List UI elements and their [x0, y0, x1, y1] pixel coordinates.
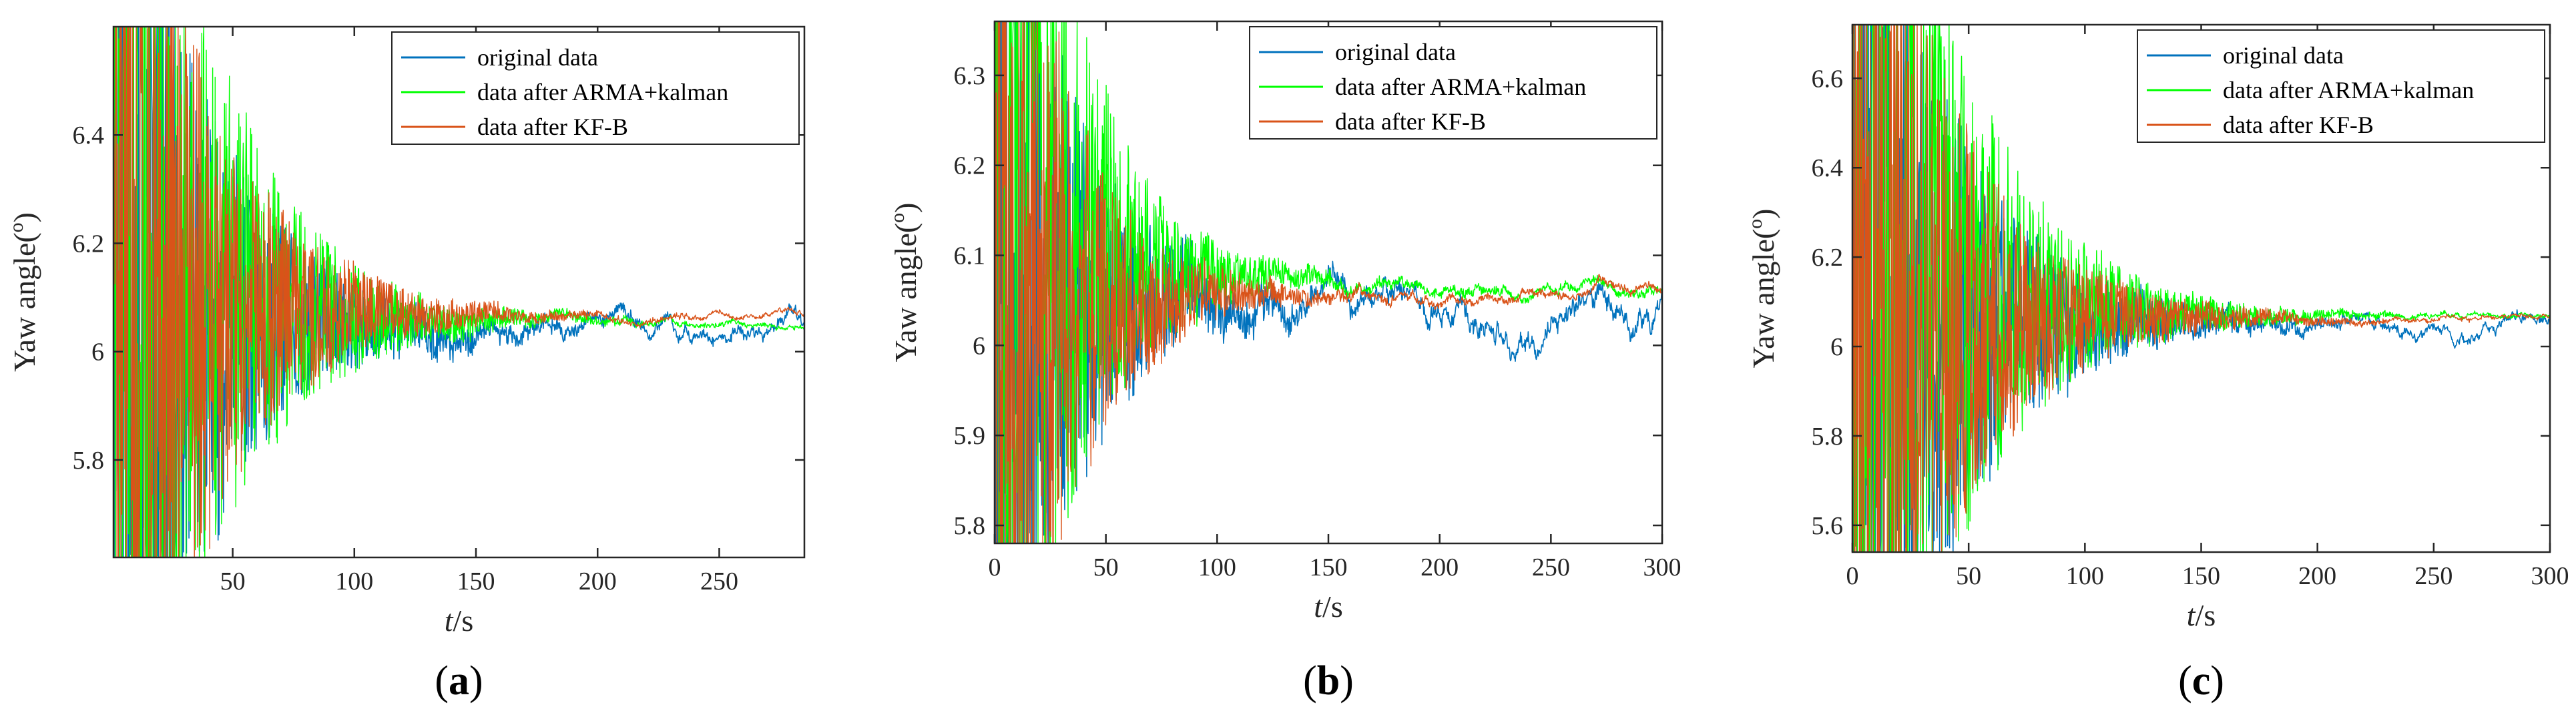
y-axis-label: Yaw angle(o): [1744, 208, 1780, 368]
x-tick-label: 0: [989, 553, 1001, 581]
legend: original data data after ARMA+kalman data …: [2137, 29, 2545, 143]
tick-marks: [993, 21, 1663, 543]
y-tick-label: 6.6: [1812, 65, 1844, 93]
panel-label: (c): [2178, 658, 2224, 704]
x-tick-label: 100: [1198, 553, 1236, 581]
y-tick-label: 6: [1830, 333, 1843, 361]
x-tick-label: 200: [1421, 553, 1459, 581]
x-tick-label: 150: [457, 567, 495, 595]
x-tick-label: 250: [1532, 553, 1570, 581]
series-line-2: [995, 21, 1662, 543]
series-line-1: [995, 21, 1662, 543]
x-axis-label: t/s: [2187, 598, 2216, 632]
y-tick-label: 6.4: [1812, 154, 1844, 182]
y-tick-label: 5.6: [1812, 512, 1844, 540]
legend-entry: original data: [477, 44, 598, 71]
legend-frame: [1249, 26, 1657, 140]
legend-entry: data after KF-B: [1335, 108, 1486, 135]
series-line-2: [113, 27, 804, 557]
legend-entry: original data: [2223, 42, 2344, 69]
series-lines: [113, 27, 804, 557]
x-tick-label: 0: [1846, 562, 1859, 590]
series-lines: [1852, 25, 2550, 552]
legend-entry: data after KF-B: [477, 113, 628, 140]
legend-entry: data after ARMA+kalman: [2223, 77, 2474, 103]
y-tick-label: 5.8: [954, 512, 986, 540]
y-tick-label: 6.2: [954, 152, 986, 180]
legend: original data data after ARMA+kalman data …: [1249, 26, 1657, 140]
x-tick-label: 50: [220, 567, 246, 595]
x-tick-label: 150: [1310, 553, 1348, 581]
legend: original data data after ARMA+kalman data …: [391, 31, 800, 145]
y-tick-label: 6.4: [73, 122, 105, 150]
chart-panel-a: original data data after ARMA+kalman data …: [5, 25, 806, 704]
x-tick-label: 200: [579, 567, 617, 595]
chart-panel-c: original data data after ARMA+kalman data …: [1744, 23, 2569, 704]
axes-frame: [112, 25, 806, 559]
y-tick-label: 6.1: [954, 242, 986, 270]
y-tick-label: 6: [91, 338, 104, 367]
series-lines: [995, 21, 1662, 543]
legend-entry: data after KF-B: [2223, 111, 2374, 138]
series-line-2: [1852, 25, 2550, 552]
y-tick-label: 6.2: [73, 230, 105, 258]
legend-frame: [2137, 29, 2545, 143]
x-tick-label: 50: [1956, 562, 1981, 590]
x-tick-label: 100: [335, 567, 373, 595]
x-tick-label: 200: [2298, 562, 2336, 590]
panel-label: (a): [435, 658, 483, 704]
x-tick-label: 250: [700, 567, 738, 595]
y-tick-label: 6: [973, 332, 985, 360]
x-tick-label: 300: [2531, 562, 2569, 590]
x-tick-label: 250: [2414, 562, 2453, 590]
plot-area: original data data after ARMA+kalman data …: [112, 25, 806, 559]
x-axis-label: t/s: [1314, 589, 1342, 624]
y-tick-label: 6.3: [954, 62, 986, 90]
x-tick-label: 300: [1643, 553, 1682, 581]
legend-entry: data after ARMA+kalman: [477, 79, 728, 105]
legend-entry: original data: [1335, 39, 1456, 65]
x-axis-label: t/s: [445, 603, 473, 638]
plot-area: original data data after ARMA+kalman data …: [993, 20, 1663, 545]
y-tick-label: 5.8: [73, 447, 105, 475]
x-tick-label: 50: [1093, 553, 1119, 581]
y-tick-label: 5.9: [954, 422, 986, 450]
x-tick-label: 100: [2066, 562, 2104, 590]
legend-frame: [391, 31, 800, 145]
chart-panel-b: original data data after ARMA+kalman data …: [886, 20, 1682, 704]
y-tick-label: 5.8: [1812, 423, 1844, 451]
plot-area: original data data after ARMA+kalman data …: [1851, 23, 2551, 553]
y-tick-label: 6.2: [1812, 244, 1844, 272]
y-axis-label: Yaw angle(o): [5, 212, 41, 372]
panel-label: (b): [1303, 658, 1354, 704]
x-tick-label: 150: [2182, 562, 2220, 590]
y-axis-label: Yaw angle(o): [886, 202, 923, 362]
legend-entry: data after ARMA+kalman: [1335, 73, 1586, 100]
